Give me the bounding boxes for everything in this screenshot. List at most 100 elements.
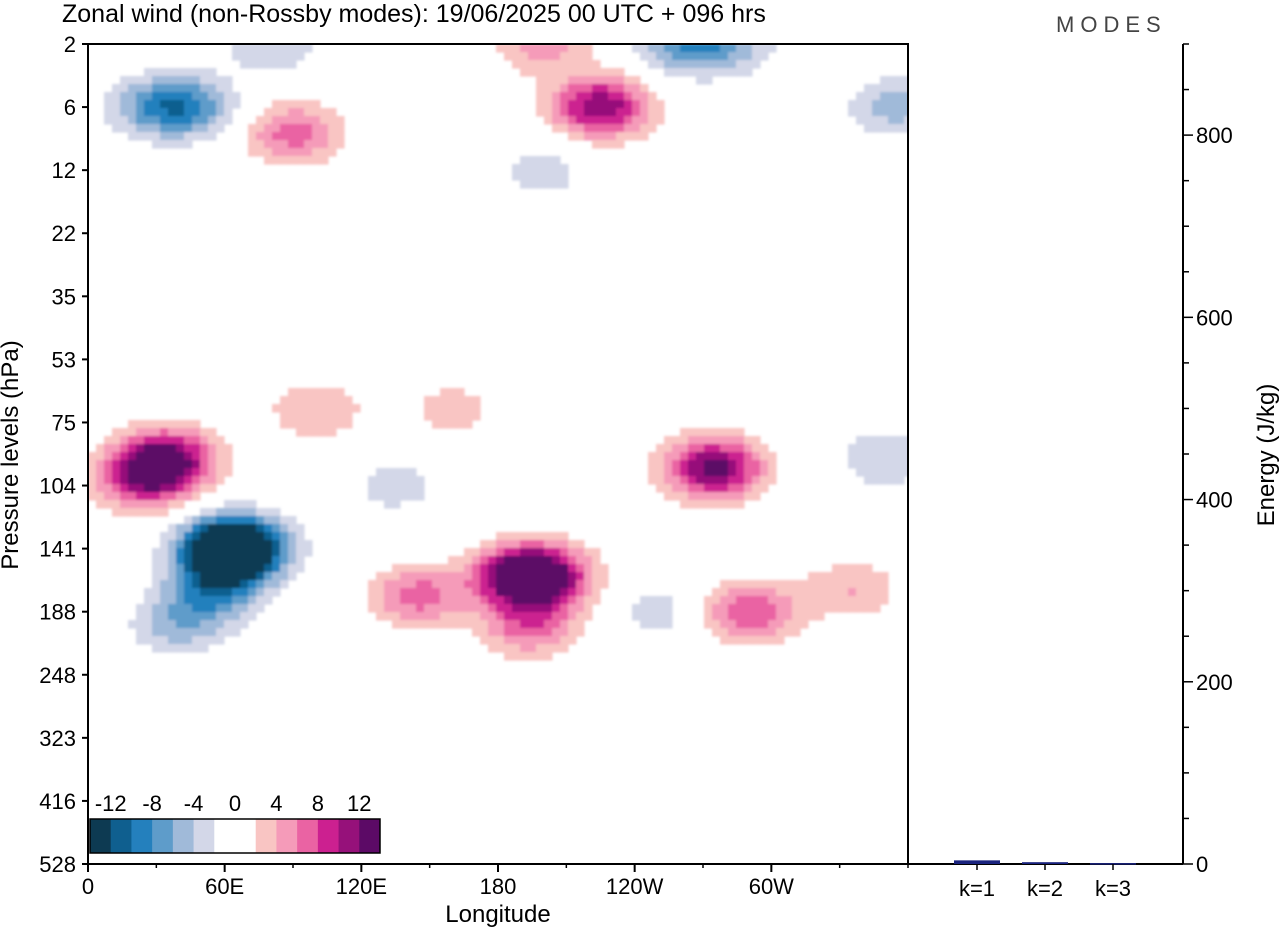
contour-cell [96, 492, 105, 501]
contour-cell [768, 588, 777, 597]
contour-cell [712, 492, 721, 501]
contour-cell [488, 548, 497, 557]
contour-cell [264, 52, 273, 61]
contour-cell [192, 612, 201, 621]
contour-cell [584, 580, 593, 589]
contour-cell [208, 92, 217, 101]
contour-cell [288, 116, 297, 125]
contour-cell [736, 620, 745, 629]
contour-cell [744, 44, 753, 53]
contour-cell [104, 108, 113, 117]
contour-cell [448, 396, 457, 405]
contour-cell [560, 44, 569, 53]
contour-cell [576, 132, 585, 141]
contour-cell [720, 636, 729, 645]
contour-cell [760, 484, 769, 493]
contour-cell [736, 580, 745, 589]
contour-cell [464, 420, 473, 429]
contour-cell [264, 44, 273, 53]
contour-cell [232, 100, 241, 109]
contour-cell [152, 620, 161, 629]
contour-cell [640, 44, 649, 53]
contour-cell [752, 588, 761, 597]
contour-cell [440, 612, 449, 621]
contour-cell [88, 468, 97, 477]
contour-cell [664, 492, 673, 501]
contour-cell [856, 580, 865, 589]
contour-cell [352, 404, 361, 413]
contour-cell [168, 572, 177, 581]
contour-cell [400, 604, 409, 613]
contour-cell [760, 468, 769, 477]
x-tick-label: 60E [205, 874, 244, 899]
contour-cell [288, 540, 297, 549]
contour-cell [760, 452, 769, 461]
contour-cell [576, 100, 585, 109]
contour-cell [200, 556, 209, 565]
contour-cell [296, 548, 305, 557]
contour-cell [168, 116, 177, 125]
contour-cell [488, 588, 497, 597]
contour-cell [672, 476, 681, 485]
contour-cell [328, 140, 337, 149]
contour-cell [432, 604, 441, 613]
contour-cell [176, 612, 185, 621]
contour-cell [368, 580, 377, 589]
contour-cell [208, 132, 217, 141]
contour-cell [552, 596, 561, 605]
contour-cell [688, 460, 697, 469]
contour-cell [896, 116, 905, 125]
contour-cell [864, 436, 873, 445]
contour-cell [712, 44, 721, 53]
contour-cell [168, 596, 177, 605]
contour-cell [656, 52, 665, 61]
contour-cell [176, 468, 185, 477]
contour-cell [480, 588, 489, 597]
contour-cell [592, 588, 601, 597]
contour-cell [440, 572, 449, 581]
energy-bars: k=1 k=2 k=3 [954, 860, 1136, 901]
contour-cell [288, 572, 297, 581]
contour-cell [344, 404, 353, 413]
contour-cell [144, 588, 153, 597]
contour-cell [192, 604, 201, 613]
contour-cell [168, 428, 177, 437]
contour-cell [552, 548, 561, 557]
colorbar-tick-label: -4 [184, 791, 204, 816]
contour-cell [904, 84, 908, 93]
contour-cell [448, 620, 457, 629]
contour-cell [704, 460, 713, 469]
contour-cell [160, 540, 169, 549]
contour-cell [808, 596, 817, 605]
contour-cell [280, 532, 289, 541]
contour-cell [576, 84, 585, 93]
contour-cell [536, 100, 545, 109]
contour-cell [240, 564, 249, 573]
contour-cell [256, 532, 265, 541]
contour-cell [656, 108, 665, 117]
contour-cell [448, 596, 457, 605]
contour-cell [136, 492, 145, 501]
contour-cell [464, 564, 473, 573]
contour-cell [272, 156, 281, 165]
contour-cell [760, 620, 769, 629]
contour-cell [144, 92, 153, 101]
contour-cell [712, 52, 721, 61]
contour-cell [664, 452, 673, 461]
contour-cell [520, 596, 529, 605]
contour-cell [728, 452, 737, 461]
contour-cell [624, 116, 633, 125]
contour-cell [520, 636, 529, 645]
contour-cell [664, 620, 673, 629]
contour-cell [296, 100, 305, 109]
contour-cell [480, 564, 489, 573]
contour-cell [160, 620, 169, 629]
contour-cell [640, 92, 649, 101]
contour-cell [544, 628, 553, 637]
contour-cell [720, 476, 729, 485]
contour-cell [120, 428, 129, 437]
contour-cell [248, 148, 257, 157]
contour-cell [736, 468, 745, 477]
contour-cell [168, 460, 177, 469]
contour-cell [320, 404, 329, 413]
